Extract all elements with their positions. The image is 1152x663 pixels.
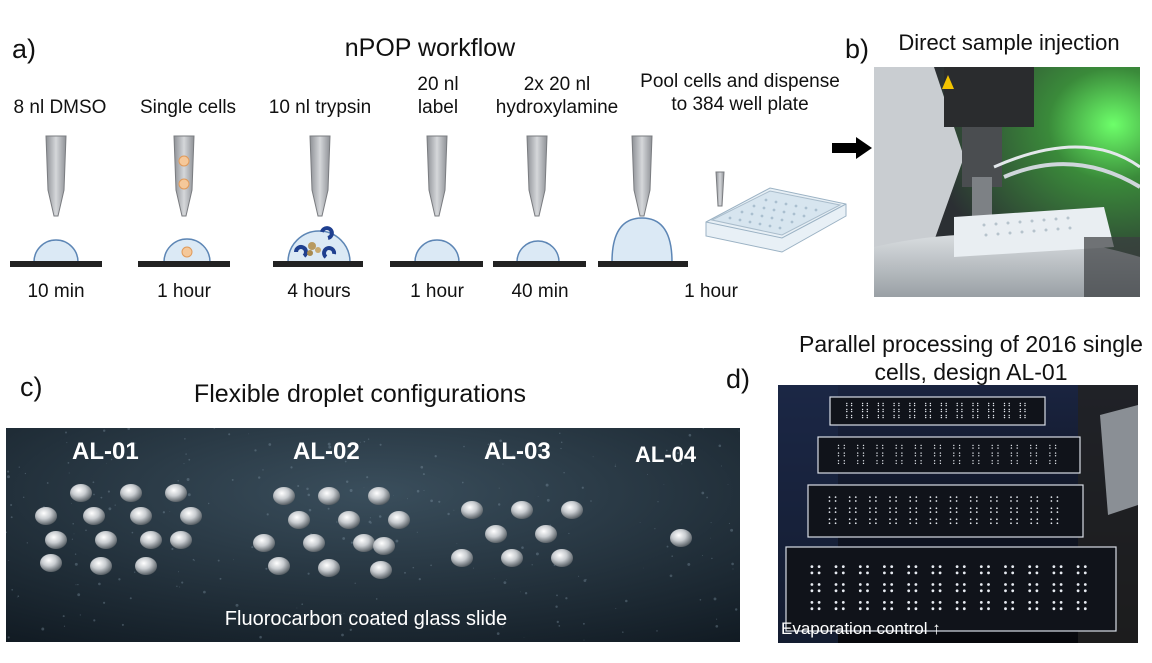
slide-4 [390, 239, 483, 267]
slide-3 [273, 226, 363, 267]
droplet [670, 529, 692, 547]
droplet [353, 534, 375, 552]
pipette-tip-4 [426, 135, 448, 217]
droplet [120, 484, 142, 502]
injection-photo [874, 67, 1140, 297]
glass-slide [807, 484, 1084, 538]
pipette-tip-1 [45, 135, 67, 217]
droplet [303, 534, 325, 552]
step-6-time: 1 hour [684, 281, 738, 302]
droplet [165, 484, 187, 502]
droplet [135, 557, 157, 575]
step-4-label: 20 nl label [417, 74, 459, 118]
droplet [501, 549, 523, 567]
droplet [451, 549, 473, 567]
well-plate-384 [705, 171, 847, 253]
droplet [273, 487, 295, 505]
droplet [90, 557, 112, 575]
droplet [561, 501, 583, 519]
workflow-illustration [10, 135, 847, 267]
droplet [368, 487, 390, 505]
droplet [268, 557, 290, 575]
droplet [253, 534, 275, 552]
droplet [180, 507, 202, 525]
pipette-tip-6 [631, 135, 653, 217]
droplet [388, 511, 410, 529]
droplet [40, 554, 62, 572]
panel-c-label: c) [20, 372, 43, 402]
droplet [551, 549, 573, 567]
panel-b-label: b) [845, 34, 870, 64]
slide-2 [138, 238, 230, 267]
step-2-label: Single cells [139, 97, 237, 118]
droplet [485, 525, 507, 543]
step-5-label: 2x 20 nl hydroxylamine [495, 74, 619, 118]
design-label-al01: AL-01 [72, 438, 139, 465]
panel-b-title: Direct sample injection [898, 30, 1120, 55]
step-1-label: 8 nl DMSO [13, 97, 107, 118]
step-5-time: 40 min [511, 281, 569, 302]
droplet-photo: AL-01 AL-02 AL-03 AL-04 Fluorocarbon coa… [6, 428, 740, 642]
slides-photo: Evaporation control ↑ [778, 385, 1138, 643]
step-2-time: 1 hour [157, 281, 211, 302]
design-label-al04: AL-04 [635, 442, 697, 467]
droplet [318, 487, 340, 505]
glass-slide [817, 436, 1081, 474]
droplet [535, 525, 557, 543]
panel-a-title: nPOP workflow [344, 34, 516, 62]
droplet [461, 501, 483, 519]
droplet [288, 511, 310, 529]
slide-6 [598, 217, 688, 267]
droplet [70, 484, 92, 502]
panel-d-title: Parallel processing of 2016 single cells… [799, 331, 1143, 385]
droplet [338, 511, 360, 529]
panel-a-label: a) [12, 34, 37, 64]
droplet [373, 537, 395, 555]
pipette-tip-3 [309, 135, 331, 217]
slide-1 [10, 239, 102, 267]
pipette-tip-5 [526, 135, 548, 217]
panel-d-label: d) [726, 364, 751, 394]
design-label-al02: AL-02 [293, 438, 360, 465]
droplet [318, 559, 340, 577]
slide-5 [493, 240, 586, 267]
droplet [35, 507, 57, 525]
droplet [511, 501, 533, 519]
droplet [45, 531, 67, 549]
droplet [140, 531, 162, 549]
droplet [170, 531, 192, 549]
step-3-time: 4 hours [287, 281, 351, 302]
step-3-label: 10 nl trypsin [268, 97, 372, 118]
evaporation-caption: Evaporation control ↑ [781, 619, 941, 638]
pipette-tip-2 [173, 135, 195, 217]
arrow-right-icon [832, 137, 872, 159]
droplet [130, 507, 152, 525]
glass-slide [785, 546, 1117, 632]
step-4-time: 1 hour [410, 281, 464, 302]
slide-caption: Fluorocarbon coated glass slide [224, 608, 508, 630]
droplet [95, 531, 117, 549]
step-6-label: Pool cells and dispense to 384 well plat… [640, 71, 840, 115]
droplet [370, 561, 392, 579]
droplet [83, 507, 105, 525]
step-1-time: 10 min [27, 281, 85, 302]
panel-c-title: Flexible droplet configurations [193, 380, 527, 408]
design-label-al03: AL-03 [484, 438, 551, 465]
